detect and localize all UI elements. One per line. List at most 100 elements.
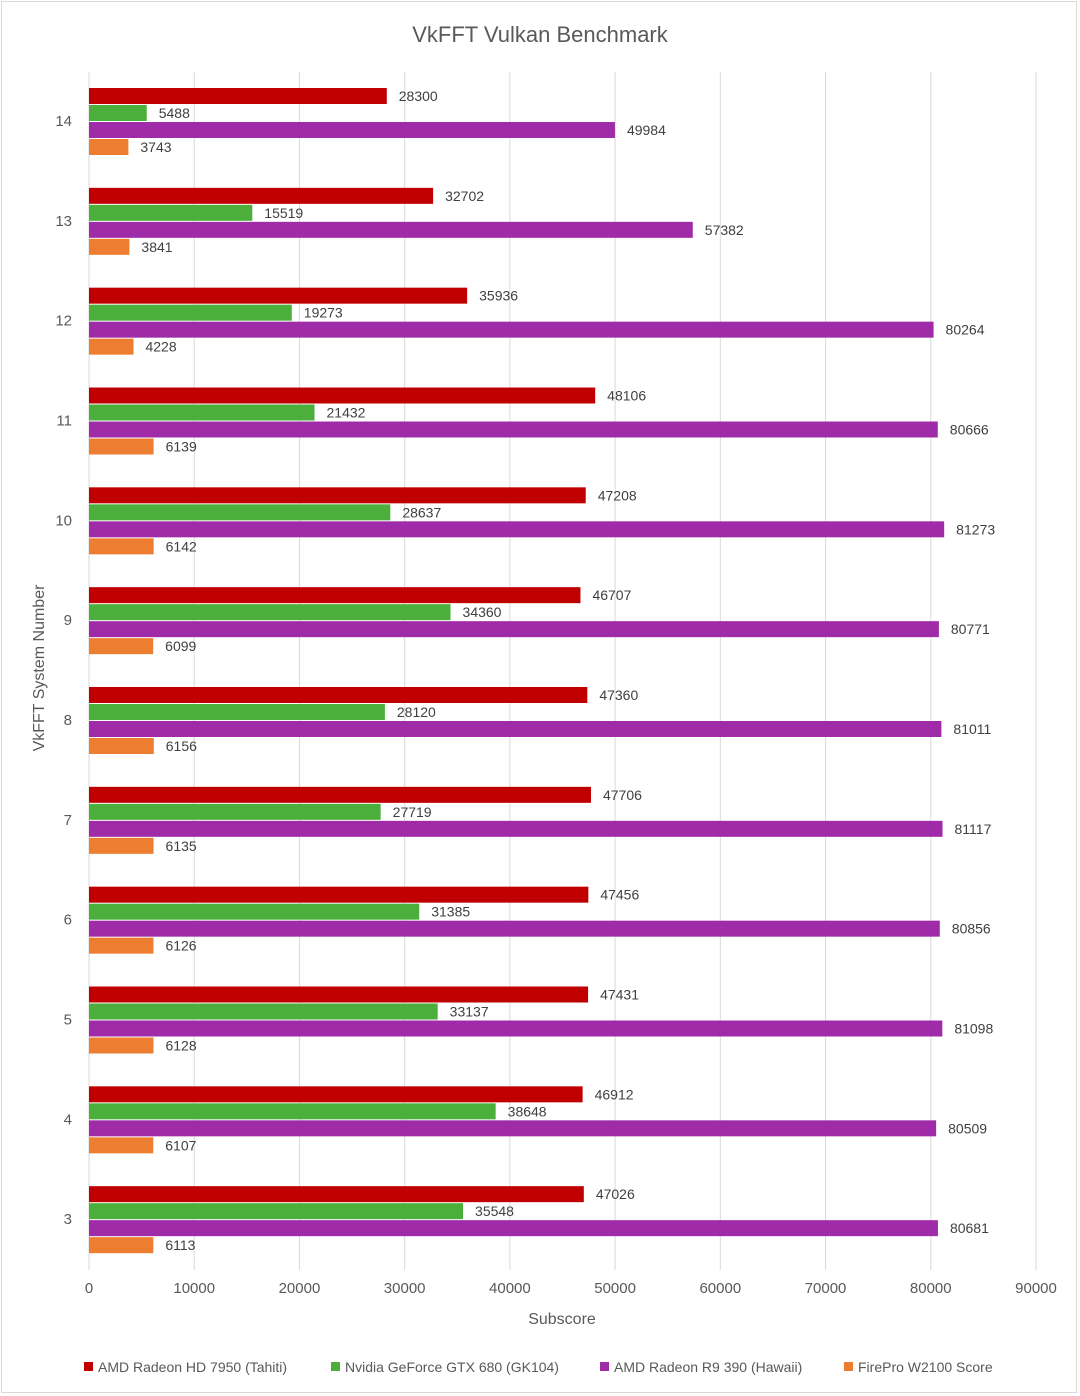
bar [89, 404, 315, 421]
bar [89, 421, 938, 438]
bar [89, 287, 468, 304]
data-labels: 28300 5488 49984 3743 32702 15519 57382 3841 359… [140, 88, 995, 1253]
data-label: 6139 [166, 439, 197, 455]
bar [89, 604, 451, 621]
bar [89, 321, 934, 338]
data-label: 38648 [508, 1103, 547, 1119]
data-label: 6126 [165, 938, 196, 954]
data-label: 6107 [165, 1137, 196, 1153]
x-tick-label: 80000 [910, 1280, 952, 1297]
y-tick-label: 5 [64, 1012, 72, 1029]
legend-label: AMD Radeon R9 390 (Hawaii) [614, 1359, 802, 1375]
data-label: 5488 [159, 105, 190, 121]
data-label: 81011 [953, 721, 991, 737]
legend-swatch [331, 1362, 340, 1371]
y-axis-label: VkFFT System Number [31, 584, 48, 752]
bar [89, 105, 147, 121]
data-label: 6156 [166, 738, 197, 754]
bar [89, 837, 154, 854]
data-label: 47706 [603, 787, 642, 803]
data-label: 3841 [141, 239, 172, 255]
bar [89, 1103, 496, 1120]
bar [89, 886, 589, 903]
data-label: 21432 [327, 405, 366, 421]
bar [89, 1120, 937, 1137]
data-label: 46912 [595, 1086, 634, 1102]
bar [89, 1237, 154, 1254]
legend-label: AMD Radeon HD 7950 (Tahiti) [98, 1359, 287, 1375]
bar [89, 638, 154, 655]
y-tick-label: 4 [64, 1111, 72, 1128]
data-label: 4228 [145, 339, 176, 355]
bar [89, 1220, 938, 1237]
bar [89, 1020, 943, 1037]
bar [89, 221, 693, 238]
bar [89, 687, 588, 703]
bar [89, 1137, 154, 1154]
data-label: 47360 [599, 687, 638, 703]
data-label: 15519 [264, 205, 303, 221]
data-label: 28637 [402, 504, 441, 520]
bar [89, 1186, 584, 1203]
data-label: 6142 [166, 538, 197, 554]
x-tick-label: 90000 [1015, 1280, 1057, 1297]
bar [89, 187, 434, 204]
data-label: 81117 [955, 821, 992, 837]
x-axis-label: Subscore [528, 1311, 596, 1328]
data-label: 6128 [165, 1038, 196, 1054]
gridlines [88, 72, 1037, 1270]
y-tick-label: 12 [55, 313, 72, 330]
data-label: 35936 [479, 288, 518, 304]
bar [89, 903, 420, 920]
bar [89, 1086, 583, 1103]
bar [89, 920, 940, 937]
x-tick-label: 20000 [279, 1280, 321, 1297]
x-tick-label: 50000 [594, 1280, 636, 1297]
data-label: 81098 [954, 1021, 993, 1037]
y-tick-label: 8 [64, 712, 72, 729]
bar [89, 621, 939, 638]
bar [89, 538, 154, 555]
data-label: 46707 [592, 587, 631, 603]
data-label: 28300 [399, 88, 438, 104]
legend-swatch [84, 1362, 93, 1371]
bar [89, 139, 129, 155]
bar [89, 986, 589, 1003]
legend-label: Nvidia GeForce GTX 680 (GK104) [345, 1359, 559, 1375]
bar [89, 438, 154, 455]
data-label: 47456 [600, 887, 639, 903]
data-label: 47431 [600, 987, 639, 1003]
y-tick-label: 11 [56, 413, 72, 430]
y-axis-ticks: 14 13 12 11 10 9 8 7 6 5 4 3 [55, 113, 72, 1228]
bar [89, 704, 385, 720]
bar [89, 487, 586, 504]
bar [89, 803, 381, 820]
bar [89, 1037, 154, 1054]
legend: AMD Radeon HD 7950 (Tahiti) Nvidia GeForc… [84, 1359, 993, 1375]
y-tick-label: 10 [55, 512, 72, 529]
legend-swatch [844, 1362, 853, 1371]
x-tick-label: 10000 [173, 1280, 215, 1297]
y-tick-label: 7 [64, 812, 72, 829]
data-label: 6135 [166, 838, 197, 854]
x-tick-label: 70000 [805, 1280, 847, 1297]
data-label: 49984 [627, 122, 666, 138]
data-label: 31385 [431, 904, 470, 920]
x-axis-ticks: 0 10000 20000 30000 40000 50000 60000 70000 8000… [85, 1280, 1057, 1297]
x-tick-label: 0 [85, 1280, 93, 1297]
data-label: 80681 [950, 1220, 989, 1236]
x-tick-label: 60000 [699, 1280, 741, 1297]
bars [89, 88, 945, 1254]
x-tick-label: 30000 [384, 1280, 426, 1297]
bar [89, 122, 615, 138]
bar [89, 1203, 464, 1220]
chart-title: VkFFT Vulkan Benchmark [412, 22, 669, 47]
bar [89, 738, 154, 754]
data-label: 6099 [165, 638, 196, 654]
y-tick-label: 9 [64, 612, 72, 629]
bar [89, 1003, 438, 1020]
data-label: 19273 [304, 305, 343, 321]
bar [89, 204, 253, 221]
